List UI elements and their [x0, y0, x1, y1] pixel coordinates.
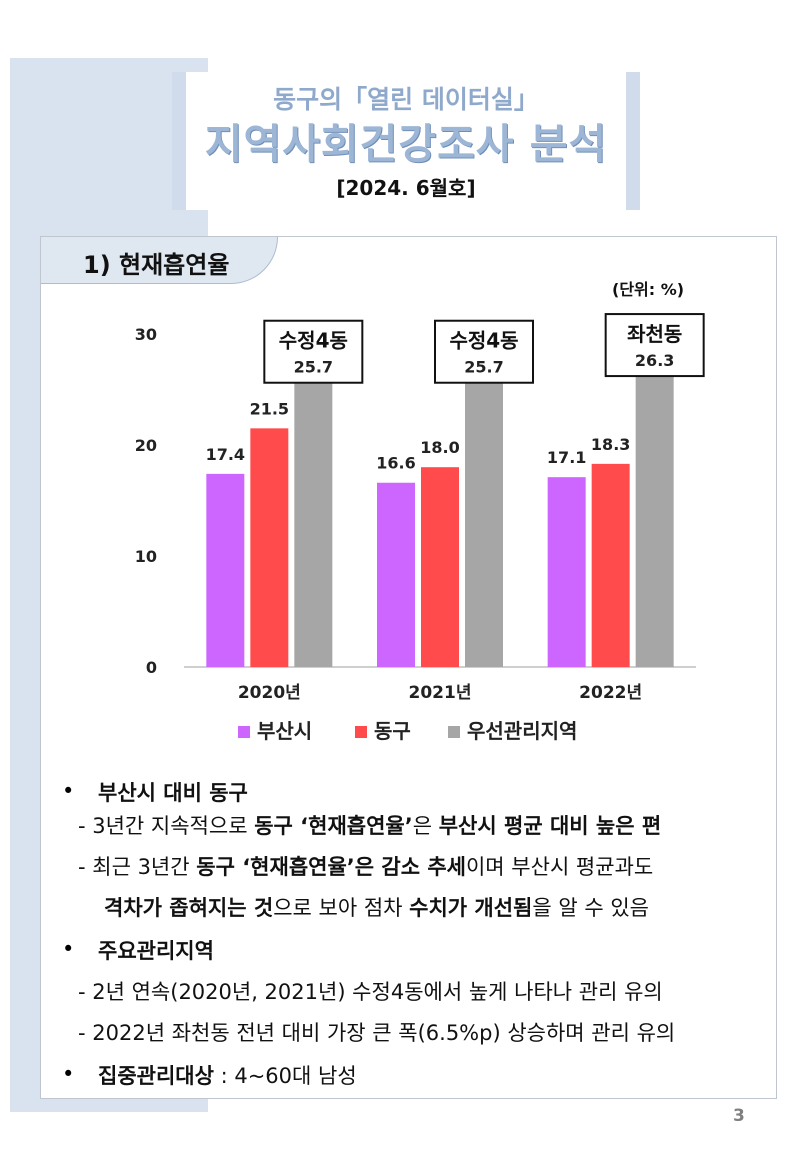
bullet-dot: •	[62, 779, 75, 803]
bar	[250, 428, 289, 667]
bar	[294, 381, 333, 667]
text-run-bold: 수치가 개선됨	[409, 896, 533, 920]
bar	[591, 463, 630, 667]
bullet-2-line-1: - 2년 연속(2020년, 2021년) 수정4동에서 높게 나타나 관리 유…	[78, 980, 663, 1004]
bar	[421, 467, 459, 667]
unit-label: (단위: %)	[612, 280, 685, 299]
data-label: 16.6	[376, 454, 415, 473]
data-label: 25.7	[464, 358, 503, 377]
text-run: - 최근 3년간	[78, 855, 197, 879]
section-label: 1) 현재흡연율	[83, 251, 230, 279]
text-run-bold: 동구 ‘현재흡연율’	[254, 814, 413, 838]
area-label: 좌천동	[627, 322, 682, 346]
text-run: : 4~60대 남성	[213, 1064, 357, 1088]
bullet-1-line-1: - 3년간 지속적으로 동구 ‘현재흡연율’은 부산시 평균 대비 높은 편	[78, 810, 661, 840]
text-run-bold: 부산시 평균 대비 높은 편	[438, 814, 662, 838]
bar-chart: 0 10 20 30 17.4 21.5 수정4동 25.7 2020년 16.6 18.0 수정4동…	[135, 313, 705, 743]
data-label: 18.0	[420, 438, 459, 457]
bullet-dot: •	[62, 937, 75, 961]
y-tick-label: 10	[135, 547, 157, 566]
x-tick-label: 2021년	[409, 683, 472, 703]
data-label: 26.3	[635, 351, 674, 370]
legend-label: 부산시	[257, 719, 312, 743]
bullet-1-heading: 부산시 대비 동구	[98, 781, 248, 805]
area-label: 수정4동	[449, 329, 518, 353]
bullet-2-heading: 주요관리지역	[98, 939, 214, 963]
y-tick-label: 20	[135, 436, 157, 455]
page-number: 3	[733, 1106, 745, 1126]
bullet-2-line-2: - 2022년 좌천동 전년 대비 가장 큰 폭(6.5%p) 상승하며 관리 …	[78, 1021, 676, 1045]
text-run: 이며 부산시 평균과도	[465, 855, 654, 879]
text-run-bold: 동구 ‘현재흡연율’은 감소 추세	[196, 855, 466, 879]
callout-box	[604, 313, 705, 378]
callout-box	[263, 319, 364, 384]
bar	[206, 473, 245, 667]
header-title: 지역사회건강조사 분석	[204, 120, 608, 168]
legend-swatch	[355, 726, 367, 738]
title-bar-right	[626, 72, 640, 210]
header-subtitle: 동구의「열린 데이터실」	[273, 85, 539, 114]
data-label: 25.7	[294, 358, 333, 377]
text-run: 으로 보아 점차	[273, 896, 410, 920]
bar	[547, 477, 586, 667]
bullet-dot: •	[62, 1062, 75, 1086]
data-label: 17.1	[547, 448, 586, 467]
title-block	[172, 72, 640, 210]
bullet-1-line-3: 격차가 좁혀지는 것으로 보아 점차 수치가 개선됨을 알 수 있음	[104, 892, 649, 922]
legend-label: 동구	[374, 719, 411, 743]
title-bar-left	[172, 72, 186, 210]
text-run-bold: 격차가 좁혀지는 것	[104, 896, 274, 920]
section-tab	[41, 237, 278, 284]
legend-swatch	[238, 726, 250, 738]
bar	[377, 482, 415, 667]
callout-box	[434, 319, 534, 384]
bullet-3-line: 집중관리대상 : 4~60대 남성	[98, 1060, 357, 1090]
data-label: 17.4	[206, 445, 245, 464]
bar	[635, 375, 674, 667]
header-issue: [2024. 6월호]	[336, 176, 476, 200]
data-label: 18.3	[591, 435, 630, 454]
y-tick-label: 0	[146, 658, 157, 677]
y-tick-label: 30	[135, 325, 157, 344]
text-run: 은	[412, 814, 439, 838]
legend-swatch	[448, 726, 460, 738]
text-run-bold: 집중관리대상	[98, 1064, 214, 1088]
text-run: - 3년간 지속적으로	[78, 814, 255, 838]
text-run: 을 알 수 있음	[532, 896, 650, 920]
x-tick-label: 2022년	[579, 683, 642, 703]
bullet-1-line-2: - 최근 3년간 동구 ‘현재흡연율’은 감소 추세이며 부산시 평균과도	[78, 851, 653, 881]
bar	[465, 381, 503, 667]
data-label: 21.5	[250, 399, 289, 418]
legend-label: 우선관리지역	[467, 719, 577, 743]
x-tick-label: 2020년	[238, 683, 301, 703]
area-label: 수정4동	[279, 329, 348, 353]
